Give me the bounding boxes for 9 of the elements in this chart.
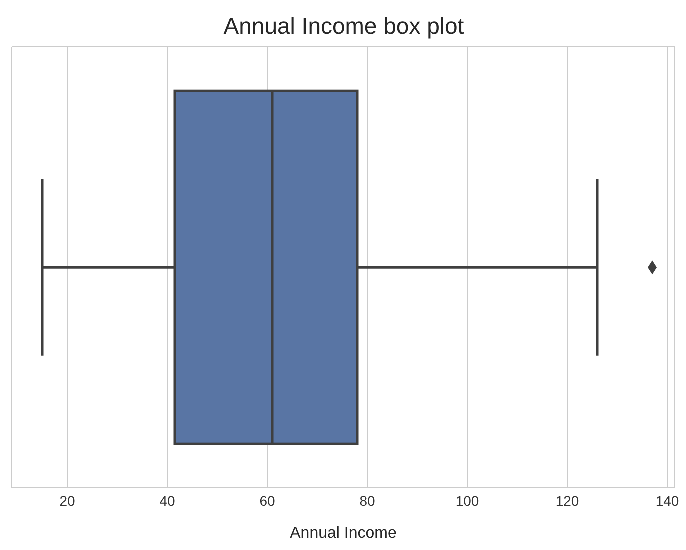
x-tick-label: 140	[656, 492, 680, 509]
x-tick-label: 120	[556, 492, 580, 509]
x-axis-title: Annual Income	[290, 525, 397, 542]
x-tick-label: 20	[60, 492, 76, 509]
x-tick-label: 80	[360, 492, 376, 509]
chart-title: Annual Income box plot	[222, 12, 466, 41]
x-tick-label: 60	[260, 492, 276, 509]
x-tick-label: 40	[160, 492, 176, 509]
x-tick-label: 100	[456, 492, 480, 509]
